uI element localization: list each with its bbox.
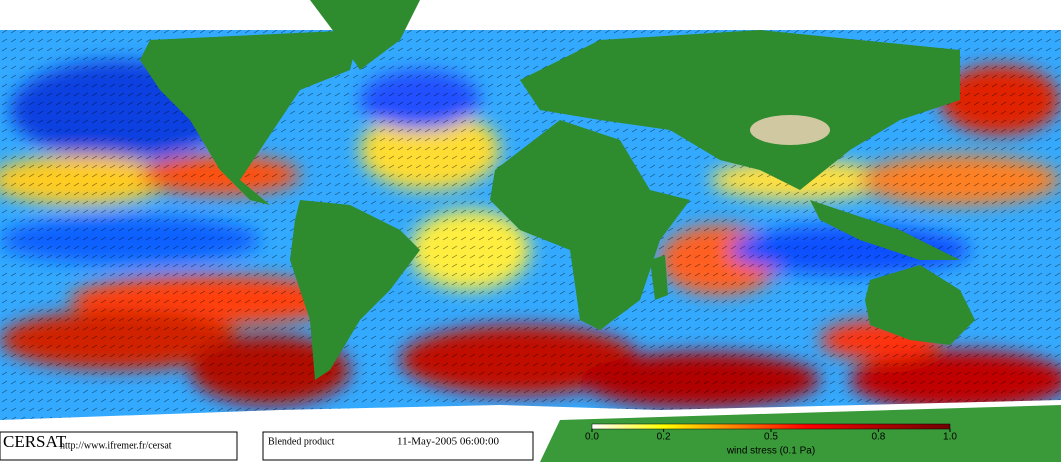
date: 11-May-2005 06:00:00 bbox=[397, 436, 499, 448]
colorbar-tick-label: 0.5 bbox=[764, 432, 778, 443]
info-box bbox=[262, 431, 534, 461]
colorbar-scale bbox=[591, 423, 951, 430]
logo-box bbox=[0, 431, 238, 461]
product: Blended product bbox=[268, 436, 335, 447]
colorbar-label: wind stress (0.1 Pa) bbox=[726, 446, 815, 457]
colorbar-tick-label: 0.0 bbox=[585, 432, 599, 443]
url: http://www.ifremer.fr/cersat bbox=[60, 440, 172, 451]
logo: CERSAT bbox=[3, 432, 67, 451]
colorbar-tick-label: 1.0 bbox=[943, 432, 957, 443]
colorbar-tick-label: 0.8 bbox=[871, 432, 885, 443]
colorbar: 0.0 0.2 0.5 0.8 1.0 wind stress (0.1 Pa) bbox=[585, 423, 957, 457]
colorbar-tick-label: 0.2 bbox=[657, 432, 671, 443]
footer: CERSAT http://www.ifremer.fr/cersat Blen… bbox=[0, 431, 534, 461]
